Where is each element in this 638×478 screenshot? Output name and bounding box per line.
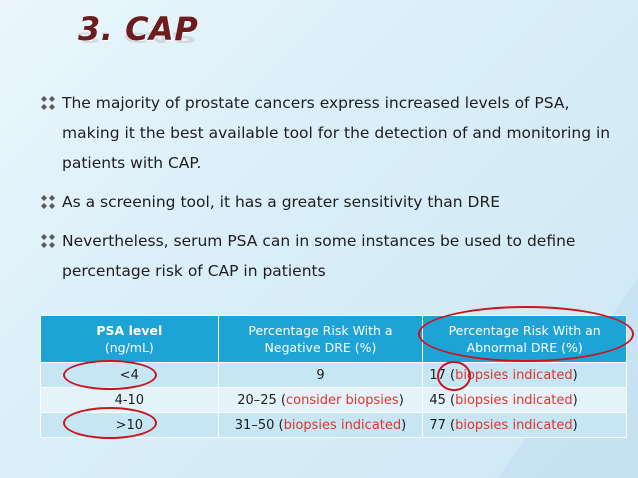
table-row: >10 31–50 (biopsies indicated) 77 (biops… bbox=[40, 412, 627, 438]
cell-negative: 9 bbox=[217, 362, 424, 388]
cell-value: 9 bbox=[316, 367, 325, 383]
table-row: <4 9 17 (biopsies indicated) bbox=[40, 362, 627, 388]
cell-abnormal: 17 (biopsies indicated) bbox=[422, 362, 627, 388]
slide-title-reflection: 3. CAP bbox=[78, 28, 196, 46]
diamond-bullet-icon bbox=[41, 234, 55, 248]
cell-abnormal: 77 (biopsies indicated) bbox=[422, 412, 627, 438]
cell-value: 31–50 bbox=[234, 417, 275, 433]
table-header-row: PSA level (ng/mL) Percentage Risk With a… bbox=[40, 315, 627, 363]
cell-value: 20–25 bbox=[237, 392, 277, 408]
psa-risk-table: PSA level (ng/mL) Percentage Risk With a… bbox=[40, 315, 627, 438]
bullet-text: Nevertheless, serum PSA can in some inst… bbox=[62, 232, 576, 280]
cell-note: biopsies indicated bbox=[455, 417, 573, 433]
cell-abnormal: 45 (biopsies indicated) bbox=[422, 387, 627, 413]
bullet-text: The majority of prostate cancers express… bbox=[62, 94, 611, 172]
bullet-list: The majority of prostate cancers express… bbox=[40, 88, 620, 295]
cell-psa: 4-10 bbox=[40, 387, 219, 413]
cell-note: biopsies indicated bbox=[455, 392, 573, 408]
bullet-item: Nevertheless, serum PSA can in some inst… bbox=[40, 226, 620, 286]
bullet-item: The majority of prostate cancers express… bbox=[40, 88, 620, 178]
table-row: 4-10 20–25 (consider biopsies) 45 (biops… bbox=[40, 387, 627, 413]
bullet-text: As a screening tool, it has a greater se… bbox=[62, 193, 501, 211]
cell-negative: 31–50 (biopsies indicated) bbox=[217, 412, 424, 438]
cell-note: biopsies indicated bbox=[455, 367, 573, 383]
header-negative-dre: Percentage Risk With a Negative DRE (%) bbox=[217, 315, 424, 363]
header-psa-level: PSA level (ng/mL) bbox=[40, 315, 219, 363]
header-psa-unit: (ng/mL) bbox=[104, 340, 154, 355]
cell-value: 77 bbox=[429, 417, 446, 433]
cell-value: 17 bbox=[429, 367, 446, 383]
cell-psa: >10 bbox=[40, 412, 219, 438]
diamond-bullet-icon bbox=[41, 195, 55, 209]
cell-psa: <4 bbox=[40, 362, 219, 388]
header-psa-label: PSA level bbox=[96, 323, 163, 338]
diamond-bullet-icon bbox=[41, 96, 55, 110]
slide-title: 3. CAP bbox=[78, 10, 199, 48]
cell-note: consider biopsies bbox=[286, 392, 399, 408]
cell-value: 45 bbox=[429, 392, 446, 408]
bullet-item: As a screening tool, it has a greater se… bbox=[40, 187, 620, 217]
cell-negative: 20–25 (consider biopsies) bbox=[217, 387, 424, 413]
cell-note: biopsies indicated bbox=[283, 417, 402, 433]
header-abnormal-dre: Percentage Risk With an Abnormal DRE (%) bbox=[422, 315, 627, 363]
